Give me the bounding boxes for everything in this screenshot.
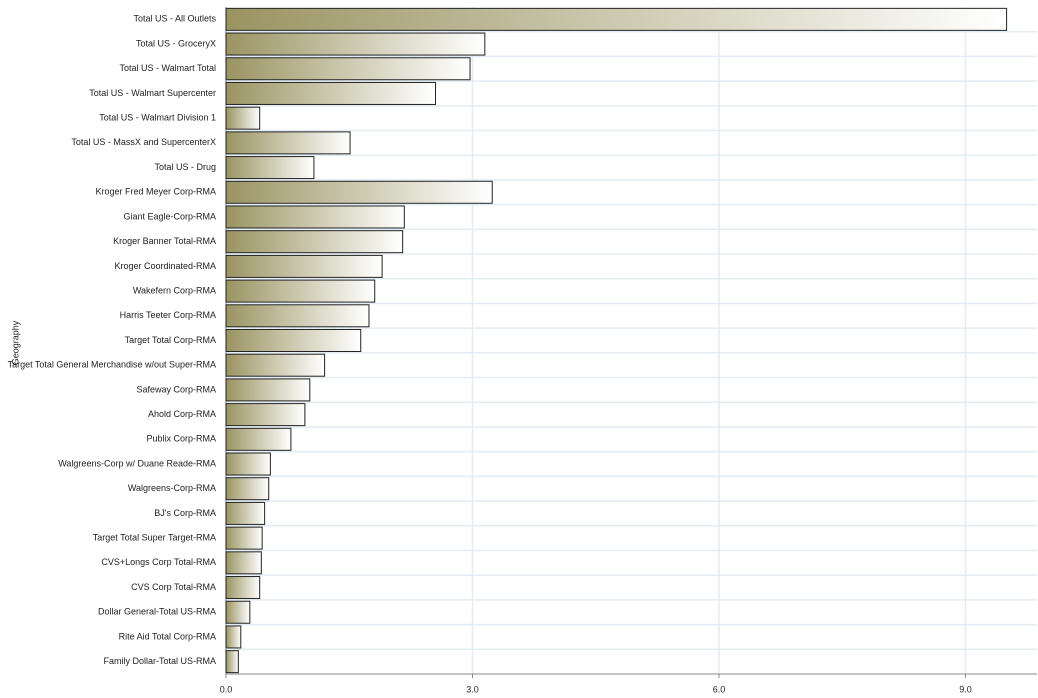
y-tick-label: Walgreens-Corp w/ Duane Reade-RMA	[58, 458, 216, 468]
y-tick-label: Total US - Walmart Supercenter	[89, 88, 216, 98]
bar	[225, 180, 493, 204]
bar	[225, 106, 261, 130]
y-tick-label: Dollar General-Total US-RMA	[98, 607, 216, 617]
y-tick-label: Kroger Fred Meyer Corp-RMA	[95, 187, 216, 197]
bar	[225, 427, 292, 451]
bar	[225, 57, 471, 81]
bar	[225, 600, 251, 624]
x-tick-label: 9.0	[959, 684, 972, 694]
y-tick-label: Family Dollar-Total US-RMA	[103, 656, 216, 666]
bar	[225, 7, 1008, 31]
y-tick-label: Walgreens-Corp-RMA	[128, 483, 216, 493]
y-tick-label: Total US - Drug	[154, 162, 216, 172]
y-tick-label: Total US - Walmart Total	[119, 63, 216, 73]
bar	[225, 254, 383, 278]
y-tick-label: Wakefern Corp-RMA	[133, 285, 216, 295]
y-tick-label: CVS Corp Total-RMA	[131, 582, 216, 592]
bar	[225, 551, 262, 575]
x-tick-label: 6.0	[713, 684, 726, 694]
bar	[225, 576, 261, 600]
bar	[225, 304, 370, 328]
y-tick-label: CVS+Longs Corp Total-RMA	[101, 557, 216, 567]
y-tick-label: Total US - MassX and SupercenterX	[71, 137, 216, 147]
bar	[225, 403, 306, 427]
x-tick-label: 3.0	[466, 684, 479, 694]
x-tick-label: 0.0	[220, 684, 233, 694]
bar	[225, 131, 351, 155]
bar	[225, 378, 311, 402]
y-axis-label: Geography	[10, 320, 20, 365]
y-tick-label: Harris Teeter Corp-RMA	[120, 310, 216, 320]
bar	[225, 353, 326, 377]
bar	[225, 329, 362, 352]
y-tick-label: Total US - Walmart Division 1	[99, 113, 216, 123]
y-tick-label: Safeway Corp-RMA	[136, 384, 216, 394]
y-tick-label: Giant Eagle-Corp-RMA	[123, 211, 216, 221]
bar	[225, 477, 270, 501]
y-tick-label: Target Total Super Target-RMA	[93, 533, 216, 543]
bar	[225, 205, 405, 229]
bar	[225, 81, 437, 105]
y-tick-label: Kroger Coordinated-RMA	[114, 261, 216, 271]
bar	[225, 156, 315, 180]
y-tick-label: Target Total General Merchandise w/out S…	[8, 360, 216, 370]
bar	[225, 452, 271, 476]
y-tick-label: Total US - GroceryX	[136, 38, 216, 48]
y-tick-label: Ahold Corp-RMA	[148, 409, 216, 419]
bar	[225, 230, 404, 254]
y-tick-label: Kroger Banner Total-RMA	[113, 236, 216, 246]
y-tick-label: Total US - All Outlets	[133, 14, 216, 24]
y-tick-label: Target Total Corp-RMA	[125, 335, 216, 345]
bar	[225, 32, 486, 56]
bar	[225, 650, 239, 674]
bar	[225, 625, 242, 649]
bar	[225, 501, 266, 525]
bar	[225, 279, 376, 303]
y-tick-label: Rite Aid Total Corp-RMA	[119, 631, 216, 641]
y-tick-label: BJ's Corp-RMA	[154, 508, 216, 518]
bar	[225, 526, 263, 550]
y-tick-label: Publix Corp-RMA	[146, 434, 216, 444]
